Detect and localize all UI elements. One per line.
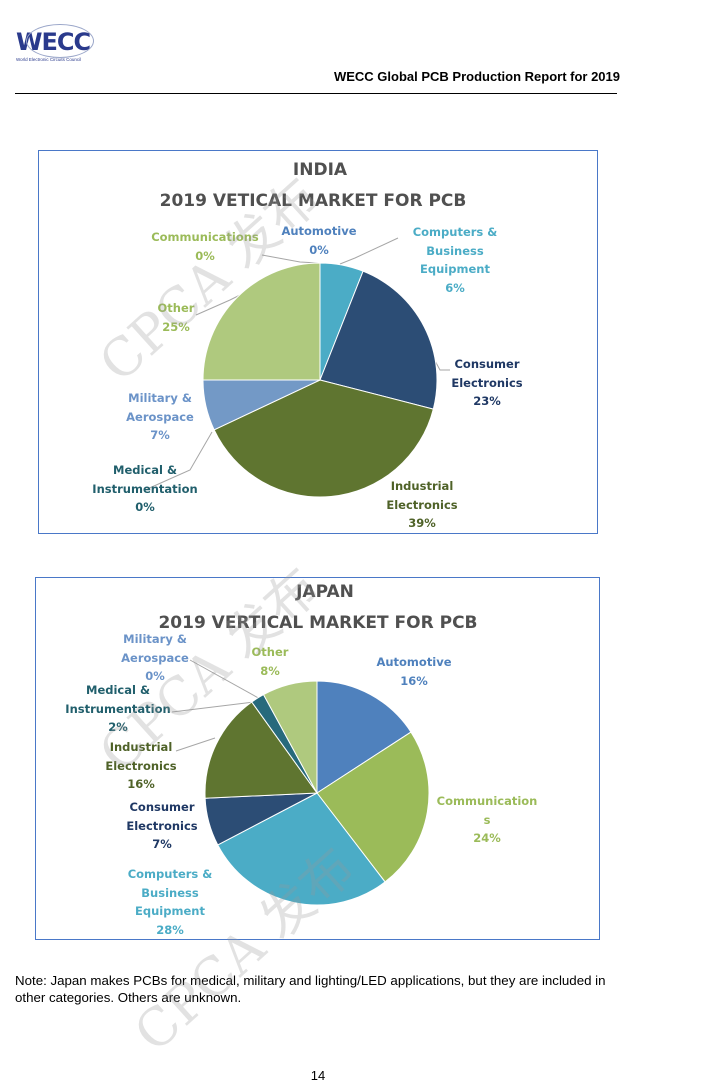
report-title: WECC Global PCB Production Report for 20…: [333, 69, 620, 84]
japan-label-communications: Communication s 24%: [436, 794, 538, 845]
japan-slice-computers: [217, 792, 386, 906]
japan-label-computers: Computers & Business Equipment 28%: [127, 867, 213, 937]
japan-slice-automotive: [316, 680, 412, 794]
japan-slice-communication: [316, 731, 430, 883]
japan-label-automotive: Automotive 16%: [376, 655, 452, 688]
india-slice-industrial: [213, 379, 434, 498]
wecc-logo: WECC World Electronic Circuits Council: [16, 24, 106, 62]
india-label-computers: Computers & Business Equipment 6%: [412, 225, 498, 295]
india-chart: [38, 150, 598, 534]
india-label-communications: Communications 0%: [151, 230, 259, 263]
india-label-industrial: Industrial Electronics 39%: [386, 479, 458, 530]
japan-label-industrial: Industrial Electronics 16%: [105, 740, 177, 791]
japan-label-medical: Medical & Instrumentation 2%: [65, 683, 171, 734]
page-number: 14: [310, 1068, 326, 1083]
india-label-automotive: Automotive 0%: [281, 224, 357, 257]
india-chart-title: INDIA: [292, 160, 348, 180]
japan-slice-other: [262, 680, 318, 794]
japan-label-other: Other 8%: [251, 645, 289, 678]
india-label-military: Military & Aerospace 7%: [126, 391, 194, 442]
india-chart-subtitle: 2019 VETICAL MARKET FOR PCB: [159, 191, 467, 211]
globe-icon: [26, 24, 94, 58]
footnote: Note: Japan makes PCBs for medical, mili…: [15, 973, 606, 1005]
japan-label-consumer: Consumer Electronics 7%: [126, 800, 198, 851]
japan-chart-title: JAPAN: [296, 582, 354, 602]
japan-chart-subtitle: 2019 VERTICAL MARKET FOR PCB: [158, 613, 478, 633]
japan-label-military: Military & Aerospace 0%: [121, 632, 189, 683]
india-label-other: Other 25%: [157, 301, 195, 334]
india-slice-other: [202, 262, 321, 381]
india-slice-consumer: [319, 270, 438, 410]
header-divider: [15, 93, 617, 94]
japan-slice-industrial: [204, 701, 318, 799]
japan-chart: [35, 577, 600, 940]
logo-subtext: World Electronic Circuits Council: [16, 57, 82, 62]
india-label-consumer: Consumer Electronics 23%: [451, 357, 523, 408]
india-label-medical: Medical & Instrumentation 0%: [92, 463, 198, 514]
